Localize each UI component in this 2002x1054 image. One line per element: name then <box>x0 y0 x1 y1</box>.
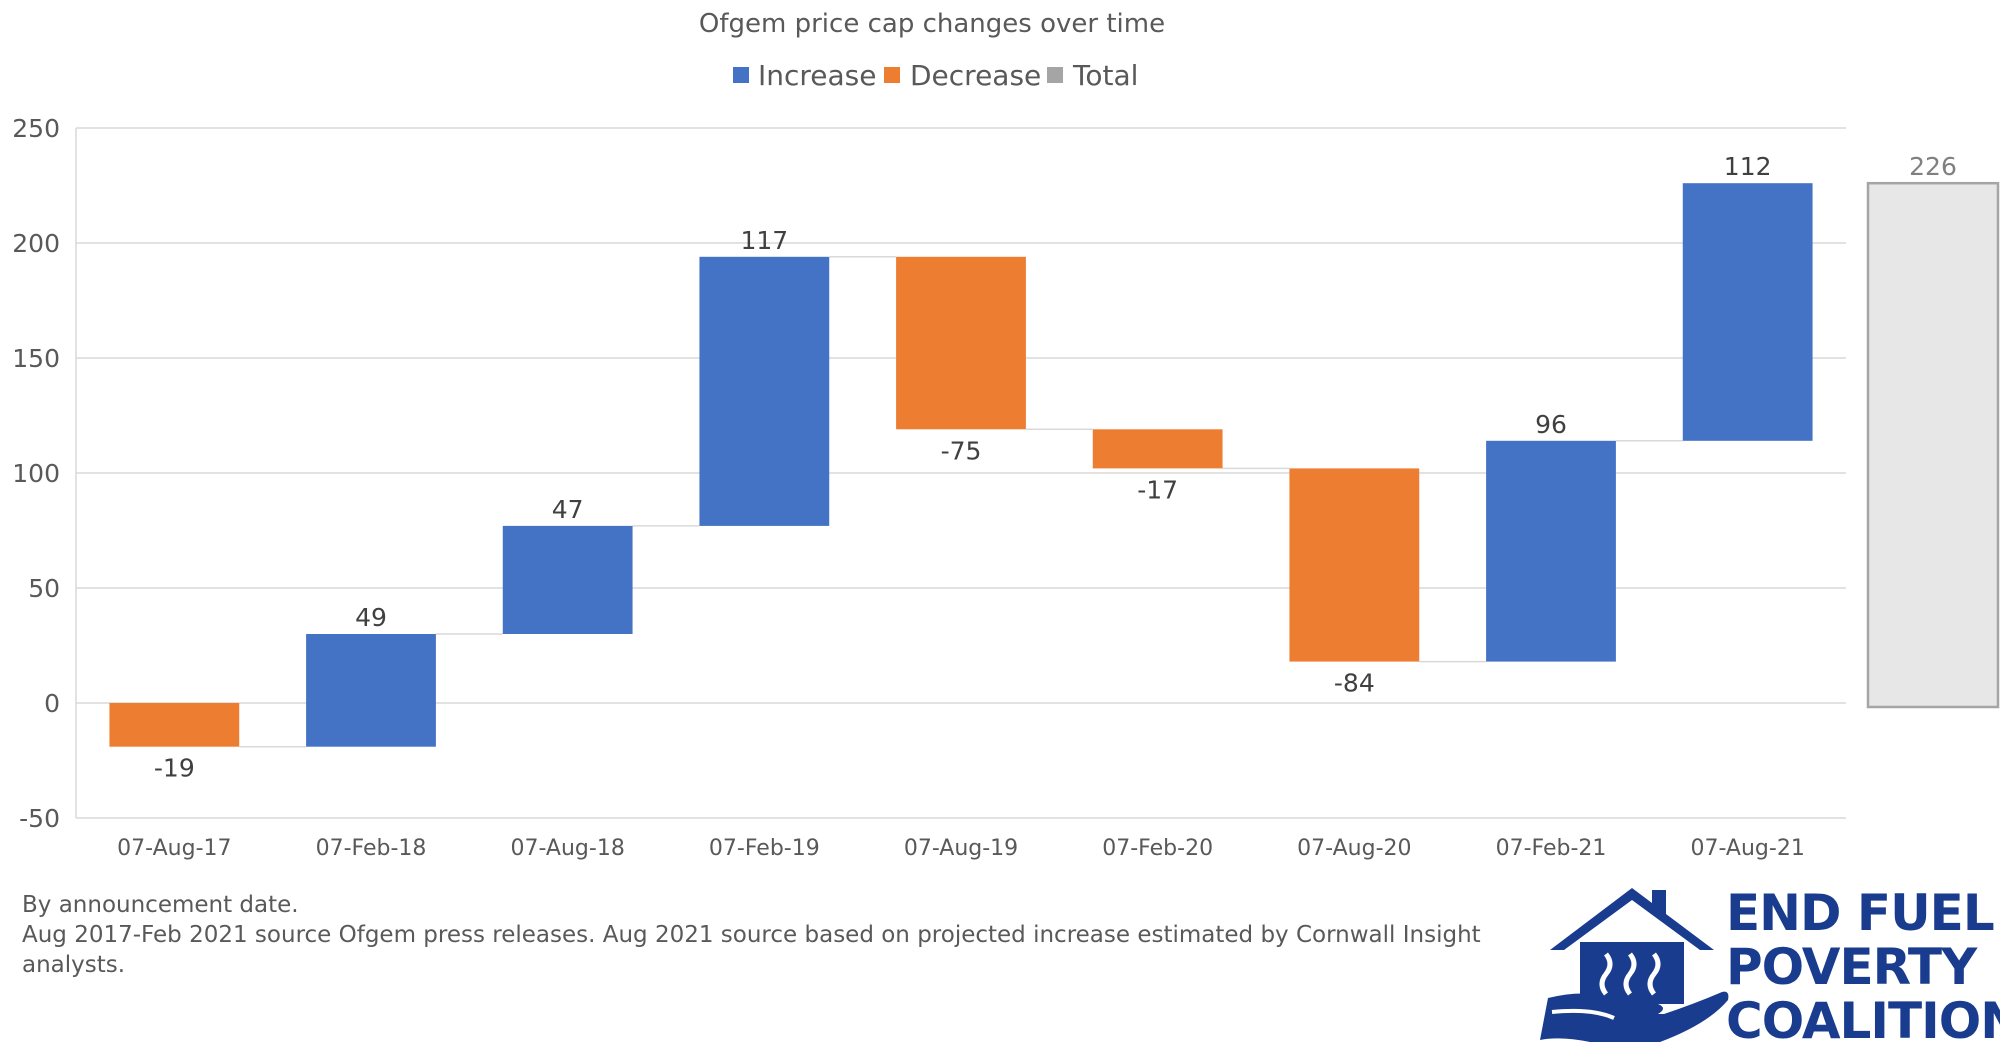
total-bar <box>1866 181 2000 709</box>
legend: Increase Decrease Total <box>733 59 1138 92</box>
y-tick-label: 200 <box>12 229 60 258</box>
decrease-bar <box>109 703 240 747</box>
x-tick-label: 07-Feb-21 <box>1496 836 1607 861</box>
chart-title: Ofgem price cap changes over time <box>699 9 1165 39</box>
x-tick-label: 07-Aug-20 <box>1297 836 1411 861</box>
value-label: -17 <box>1137 475 1178 504</box>
increase-bar <box>1486 440 1616 662</box>
value-labels: -19 49 47 117 -75 -17 -84 96 112 226 <box>154 152 1957 783</box>
x-tick-label: 07-Aug-18 <box>510 836 624 861</box>
value-label: 117 <box>740 226 788 255</box>
increase-bar <box>1682 183 1813 441</box>
end-fuel-poverty-coalition-logo: END FUEL POVERTY COALITION <box>1540 884 2000 1050</box>
y-tick-label: -50 <box>19 804 60 833</box>
value-label: 112 <box>1724 152 1772 181</box>
legend-swatch-increase <box>733 67 749 83</box>
x-tick-label: 07-Feb-18 <box>316 836 427 861</box>
decrease-bar <box>1289 468 1420 662</box>
value-label: -75 <box>941 436 982 465</box>
legend-swatch-total <box>1047 67 1063 83</box>
y-tick-label: 100 <box>12 459 60 488</box>
legend-swatch-decrease <box>884 67 900 83</box>
decrease-bar <box>1092 429 1223 469</box>
logo-line-2: POVERTY <box>1726 938 1978 996</box>
x-axis: 07-Aug-17 07-Feb-18 07-Aug-18 07-Feb-19 07-A… <box>117 836 1805 861</box>
legend-label-decrease: Decrease <box>910 59 1041 92</box>
waterfall-chart: Ofgem price cap changes over time Increa… <box>12 9 2000 861</box>
value-label: 47 <box>552 495 584 524</box>
y-tick-label: 0 <box>44 689 60 718</box>
increase-bar <box>502 525 633 634</box>
increase-bar <box>699 256 830 526</box>
x-tick-label: 07-Feb-20 <box>1102 836 1213 861</box>
bars <box>109 181 2000 747</box>
value-label: 49 <box>355 603 387 632</box>
total-value-label: 226 <box>1909 152 1957 181</box>
value-label: 96 <box>1535 410 1567 439</box>
increase-bar <box>306 634 436 747</box>
y-axis: 250 200 150 100 50 0 -50 <box>12 114 77 833</box>
y-tick-label: 150 <box>12 344 60 373</box>
value-label: -84 <box>1334 669 1375 698</box>
y-tick-label: 50 <box>28 574 60 603</box>
house-hand-icon <box>1540 888 1729 1042</box>
decrease-bar <box>896 256 1026 430</box>
logo-line-3: COALITION <box>1726 992 2000 1050</box>
x-tick-label: 07-Aug-17 <box>117 836 231 861</box>
x-tick-label: 07-Feb-19 <box>709 836 820 861</box>
x-tick-label: 07-Aug-19 <box>904 836 1018 861</box>
x-tick-label: 07-Aug-21 <box>1690 836 1804 861</box>
logo-line-1: END FUEL <box>1726 884 1994 942</box>
footnote-source: Aug 2017-Feb 2021 source Ofgem press rel… <box>22 922 1481 978</box>
legend-label-total: Total <box>1072 59 1138 92</box>
y-tick-label: 250 <box>12 114 60 143</box>
legend-label-increase: Increase <box>758 59 877 92</box>
connectors <box>239 256 1683 748</box>
footnote-announcement-date: By announcement date. <box>22 892 299 918</box>
value-label: -19 <box>154 754 195 783</box>
